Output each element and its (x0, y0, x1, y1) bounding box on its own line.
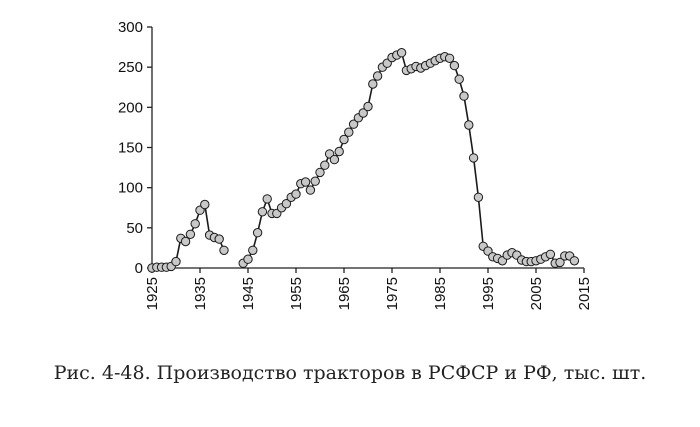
data-point (262, 194, 272, 204)
y-tick-label: 300 (118, 19, 143, 36)
data-point (315, 167, 325, 178)
x-tick-label: 1985 (432, 277, 449, 310)
x-tick-label: 1945 (240, 277, 257, 310)
data-point (180, 236, 191, 247)
data-point (257, 207, 268, 217)
data-point (320, 160, 330, 170)
data-point (464, 120, 474, 130)
data-point (363, 101, 373, 112)
data-point (396, 48, 407, 58)
x-tick-label: 1995 (480, 277, 497, 310)
data-point (219, 245, 229, 256)
data-point (281, 199, 292, 209)
data-point (368, 79, 378, 89)
data-point (214, 234, 224, 244)
x-tick-label: 1955 (288, 277, 305, 310)
y-tick-label: 0 (135, 260, 143, 277)
y-tick-label: 150 (118, 140, 143, 157)
y-tick-label: 200 (118, 99, 143, 116)
data-point (305, 185, 316, 195)
data-point (200, 199, 210, 210)
data-point (339, 134, 349, 145)
data-point (372, 71, 383, 81)
data-point (248, 245, 258, 256)
chart: 0 50 100 150 200 250 300 1925 1935 1945 1955 1965 19… (118, 19, 593, 310)
x-tick-label: 1965 (336, 277, 353, 310)
x-tick-label: 1975 (384, 277, 401, 310)
chart-axes: 0 50 100 150 200 250 300 1925 1935 1945 1955 1965 19… (118, 19, 593, 310)
x-tick-label: 1935 (192, 277, 209, 310)
data-point (252, 228, 263, 238)
data-point (569, 256, 580, 266)
data-point (329, 154, 340, 165)
data-point (185, 229, 196, 240)
data-point (334, 146, 344, 157)
data-point (358, 108, 368, 118)
data-point (243, 254, 253, 264)
data-point (348, 119, 359, 129)
y-tick-label: 50 (126, 220, 143, 237)
data-point (545, 249, 556, 260)
data-point (300, 177, 311, 187)
data-point (190, 219, 200, 229)
x-tick-label: 1925 (144, 277, 161, 310)
data-point (454, 74, 464, 84)
data-point (444, 53, 455, 63)
y-tick-label: 100 (118, 180, 143, 197)
data-point (473, 192, 484, 203)
x-tick-label: 2015 (576, 277, 593, 310)
data-point (459, 91, 469, 101)
data-point (310, 176, 320, 186)
y-tick-label: 250 (118, 59, 143, 76)
data-point (291, 189, 301, 199)
data-point (449, 60, 460, 71)
data-point (344, 127, 354, 137)
data-point (468, 153, 479, 163)
chart-series (147, 48, 580, 273)
series-line (242, 51, 575, 265)
x-tick-label: 2005 (528, 277, 545, 310)
data-point (171, 256, 181, 267)
data-point (555, 257, 565, 268)
chart-caption: Рис. 4-48. Производство тракторов в РСФС… (53, 362, 647, 384)
